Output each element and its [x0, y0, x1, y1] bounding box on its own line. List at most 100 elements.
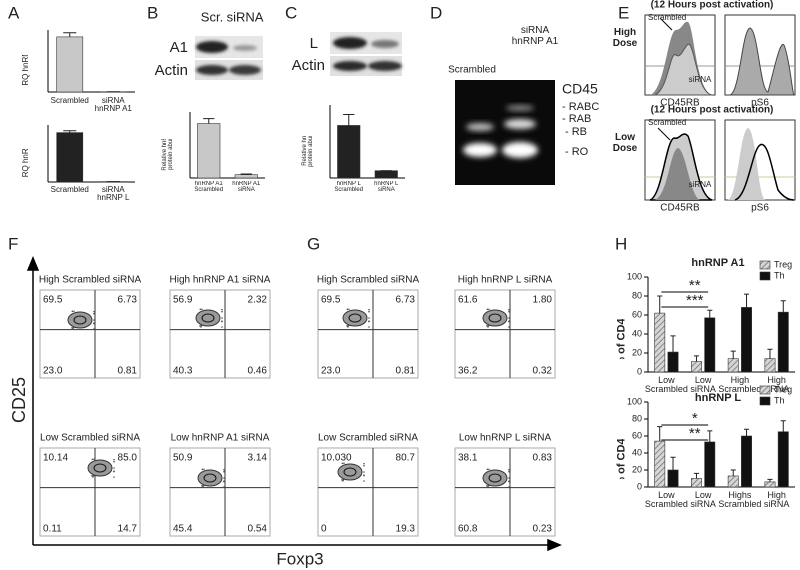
bar: [764, 481, 776, 488]
y-label: % of CD4⁺ Cells: [615, 439, 628, 479]
dose-label: High Dose: [612, 28, 638, 49]
legend-label: Th: [774, 270, 785, 280]
error-bar: [693, 355, 700, 362]
quadrant-value: 69.5: [321, 295, 341, 306]
x-tick-label: Low Scrambled: [644, 491, 688, 510]
event-dot: [199, 325, 201, 327]
event-dot: [113, 470, 115, 473]
quadrant-value: 14.7: [118, 524, 138, 535]
event-dot: [72, 328, 74, 330]
x-tick-label-box: siRNA hnRNP A1: [95, 97, 132, 113]
event-dot: [93, 328, 95, 330]
event-dot: [113, 476, 115, 478]
bar: [741, 307, 752, 373]
plot-frame: [317, 447, 419, 537]
event-dot: [342, 480, 344, 482]
bar: [197, 123, 221, 179]
event-dot: [486, 468, 489, 471]
density-contour: [337, 463, 363, 481]
density-contour: [87, 459, 113, 477]
event-dot: [363, 462, 365, 465]
x-tick-label: hnRNP A1 siRNA: [232, 181, 261, 194]
lane-label: siRNA hnRNP A1: [511, 26, 559, 47]
error-bar: [670, 456, 676, 470]
y-tick-label: 0: [637, 481, 642, 491]
x-tick-label-box: hnRNP A1 Scrambled: [194, 181, 223, 193]
event-dot: [221, 320, 223, 323]
quadrant-value: 36.2: [458, 366, 478, 377]
x-tick-label: High siRNA: [763, 491, 790, 510]
bar: [667, 469, 679, 488]
event-dot: [221, 308, 223, 311]
event-dot: [486, 308, 489, 311]
scrambled-label: Scrambled: [648, 118, 686, 127]
x-tick-label: hnRNP L Scrambled: [334, 181, 364, 194]
significance: **: [689, 425, 701, 442]
lane-label: siRNA: [227, 9, 264, 24]
event-dot: [368, 320, 370, 323]
event-dot: [202, 486, 204, 488]
x-tick-label: Low siRNA: [690, 491, 716, 510]
density-contour: [73, 315, 87, 325]
event-dot: [223, 477, 225, 479]
quadrant-value: 2.32: [248, 295, 268, 306]
error-bar: [780, 420, 786, 432]
y-tick-label: 100: [627, 271, 642, 281]
plot-title: Low hnRNP L siRNA: [459, 433, 552, 444]
error-bar: [63, 32, 77, 37]
y-label: CD25: [9, 377, 29, 423]
bar: [56, 36, 84, 93]
band-label: - RABC: [562, 101, 599, 113]
event-dot: [508, 308, 510, 311]
quadrant-value: 61.6: [458, 295, 478, 306]
significance: **: [689, 277, 701, 294]
quadrant-value: 50.9: [173, 453, 193, 464]
error-bar: [63, 130, 77, 133]
histograms-e: [644, 14, 796, 201]
event-dot: [508, 480, 510, 483]
event-dot: [368, 310, 370, 313]
event-dot: [508, 320, 510, 323]
blot-b: [195, 36, 263, 80]
bar: [764, 358, 776, 373]
quadrant-value: 0.11: [43, 524, 62, 535]
x-tick-label-box: High siRNA: [764, 376, 790, 394]
lane-label-box: siRNA hnRNP A1: [511, 26, 559, 47]
panel-label: A: [8, 3, 20, 22]
y-tick-label: 40: [632, 447, 642, 457]
event-dot: [201, 308, 203, 311]
error-bar: [343, 113, 355, 126]
row-label: Actin: [292, 57, 325, 74]
lane-label: Scrambled: [448, 65, 496, 76]
quadrant-value: 10.030: [321, 453, 352, 464]
density-contour: [348, 313, 362, 323]
error-bar: [657, 426, 663, 442]
x-tick-label-box: Scrambled: [51, 186, 89, 194]
quadrant-value: 56.9: [173, 295, 193, 306]
density-contour: [488, 313, 502, 323]
row-label: Actin: [155, 62, 188, 79]
event-dot: [93, 322, 95, 325]
event-dot: [93, 312, 95, 315]
event-dot: [92, 476, 94, 478]
event-dot: [91, 475, 93, 477]
error-bar: [730, 350, 736, 359]
event-dot: [508, 310, 510, 313]
event-dot: [346, 308, 349, 311]
event-dot: [368, 308, 370, 311]
density-contour: [343, 467, 357, 477]
event-dot: [93, 310, 95, 313]
header: (12 Hours post activation): [651, 0, 774, 11]
event-dot: [91, 458, 94, 461]
plot-frame: [454, 289, 556, 379]
error-bar: [707, 430, 713, 442]
band-label: - RAB: [562, 113, 591, 125]
quadrant-value: 45.4: [173, 524, 193, 535]
event-dot: [113, 467, 115, 469]
y-tick-label: 80: [632, 290, 642, 300]
plot-title: Low hnRNP A1 siRNA: [171, 433, 270, 444]
quadrant-value: 60.8: [458, 524, 478, 535]
y-tick-label: 40: [632, 328, 642, 338]
event-dot: [488, 468, 490, 471]
event-dot: [223, 470, 225, 473]
